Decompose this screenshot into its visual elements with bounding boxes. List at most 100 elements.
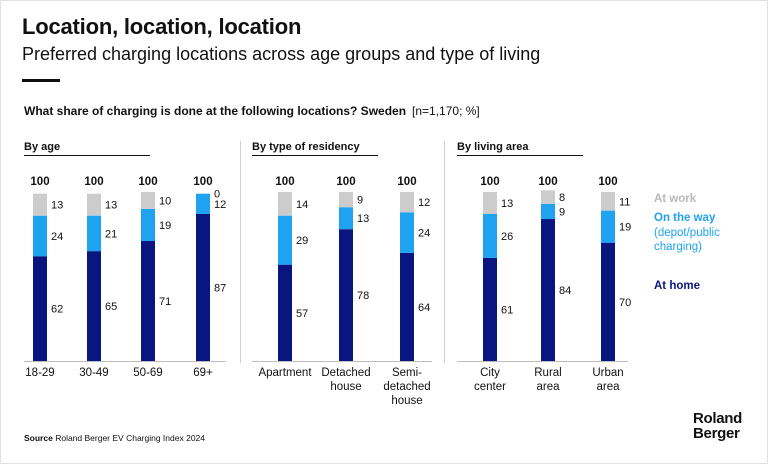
category-label-rural-area-1: Rural <box>534 367 561 379</box>
value-label-at-work-50-69: 10 <box>159 195 171 207</box>
question-note: [n=1,170; %] <box>412 104 480 118</box>
bar-segment-at-work-50-69 <box>141 192 155 209</box>
value-label-at-home-30-49: 65 <box>105 301 117 313</box>
legend-on-the-way: On the way <box>654 212 716 224</box>
legend-on-the-way-sub2: charging) <box>654 241 702 253</box>
bar-segment-at-work-apartment <box>278 192 292 216</box>
panel-underline-residency <box>252 155 378 156</box>
bar-segment-at-home-urban-area <box>601 242 615 361</box>
value-label-at-home-50-69: 71 <box>159 296 171 308</box>
total-label-50-69: 100 <box>138 176 157 188</box>
value-label-on-the-way-18-29: 24 <box>51 231 63 243</box>
bar-segment-at-home-50-69 <box>141 241 155 361</box>
value-label-on-the-way-detached-house: 13 <box>357 213 369 225</box>
source-text: Roland Berger EV Charging Index 2024 <box>55 433 205 443</box>
value-label-at-work-detached-house: 9 <box>357 195 363 207</box>
bar-segment-on-the-way-urban-area <box>601 210 615 243</box>
bar-segment-at-home-semi-detached-house <box>400 252 414 361</box>
value-label-at-work-69: 0 <box>214 189 220 201</box>
total-label-urban-area: 100 <box>598 176 617 188</box>
total-label-rural-area: 100 <box>538 176 557 188</box>
value-label-at-home-69: 87 <box>214 282 226 294</box>
bar-segment-on-the-way-apartment <box>278 215 292 265</box>
bar-segment-at-work-rural-area <box>541 190 555 204</box>
source-label: Source <box>24 433 53 443</box>
value-label-on-the-way-rural-area: 9 <box>559 206 565 218</box>
bar-segment-on-the-way-18-29 <box>33 215 47 257</box>
bar-segment-at-home-detached-house <box>339 229 353 361</box>
category-label-apartment-1: Apartment <box>258 367 312 379</box>
total-label-detached-house: 100 <box>336 176 355 188</box>
value-label-at-home-detached-house: 78 <box>357 290 369 302</box>
bar-segment-on-the-way-detached-house <box>339 207 353 230</box>
total-label-city-center: 100 <box>480 176 499 188</box>
panel-underline-living-area <box>457 155 583 156</box>
bar-segment-at-home-rural-area <box>541 219 555 361</box>
source-note: Source Roland Berger EV Charging Index 2… <box>24 433 205 443</box>
value-label-on-the-way-apartment: 29 <box>296 235 308 247</box>
legend-at-work: At work <box>654 193 697 205</box>
bar-segment-at-work-city-center <box>483 192 497 214</box>
category-label-city-center-2: center <box>474 381 506 393</box>
value-label-at-work-rural-area: 8 <box>559 192 565 204</box>
logo-line-1: Roland <box>693 410 743 427</box>
bar-segment-at-work-urban-area <box>601 192 615 211</box>
legend-at-home: At home <box>654 280 700 292</box>
value-label-at-home-urban-area: 70 <box>619 297 631 309</box>
category-label-50-69-1: 50-69 <box>133 367 162 379</box>
roland-berger-logo: Roland Berger <box>693 411 742 441</box>
total-label-18-29: 100 <box>30 176 49 188</box>
bar-segment-at-home-18-29 <box>33 256 47 361</box>
bar-segment-on-the-way-semi-detached-house <box>400 212 414 253</box>
category-label-rural-area-2: area <box>536 381 560 393</box>
category-label-semi-detached-house-1: Semi- <box>392 367 422 379</box>
value-label-on-the-way-city-center: 26 <box>501 231 513 243</box>
value-label-on-the-way-semi-detached-house: 24 <box>418 228 430 240</box>
category-label-69-1: 69+ <box>193 367 213 379</box>
category-label-18-29-1: 18-29 <box>25 367 54 379</box>
logo-line-2: Berger <box>693 425 740 442</box>
panel-title-age: By age <box>24 141 61 153</box>
bar-segment-at-work-18-29 <box>33 193 47 216</box>
bar-segment-on-the-way-city-center <box>483 213 497 258</box>
panel-divider-1 <box>240 141 241 363</box>
bar-segment-on-the-way-50-69 <box>141 208 155 242</box>
value-label-on-the-way-50-69: 19 <box>159 220 171 232</box>
value-label-at-work-apartment: 14 <box>296 199 308 211</box>
bar-segment-at-home-apartment <box>278 264 292 361</box>
category-label-urban-area-2: area <box>596 381 620 393</box>
bar-segment-on-the-way-69 <box>196 193 210 214</box>
total-label-semi-detached-house: 100 <box>397 176 416 188</box>
panel-divider-2 <box>444 141 445 363</box>
category-label-urban-area-1: Urban <box>592 367 623 379</box>
value-label-on-the-way-urban-area: 19 <box>619 222 631 234</box>
value-label-at-work-18-29: 13 <box>51 200 63 212</box>
bar-segment-on-the-way-rural-area <box>541 203 555 220</box>
title-rule <box>22 79 60 82</box>
legend-on-the-way-sub1: (depot/public <box>654 227 720 239</box>
value-label-at-work-city-center: 13 <box>501 198 513 210</box>
value-label-at-work-semi-detached-house: 12 <box>418 197 430 209</box>
value-label-on-the-way-69: 12 <box>214 199 226 211</box>
category-label-30-49-1: 30-49 <box>79 367 108 379</box>
survey-question: What share of charging is done at the fo… <box>24 104 480 118</box>
chart-title: Location, location, location <box>22 14 302 39</box>
total-label-69: 100 <box>193 176 212 188</box>
total-label-apartment: 100 <box>275 176 294 188</box>
category-label-detached-house-2: house <box>330 381 361 393</box>
total-label-30-49: 100 <box>84 176 103 188</box>
bar-segment-at-home-city-center <box>483 257 497 361</box>
value-label-at-work-30-49: 13 <box>105 200 117 212</box>
chart-subtitle: Preferred charging locations across age … <box>22 44 541 64</box>
panel-title-living-area: By living area <box>457 141 529 153</box>
value-label-at-home-rural-area: 84 <box>559 285 571 297</box>
value-label-on-the-way-30-49: 21 <box>105 228 117 240</box>
bar-segment-at-work-30-49 <box>87 193 101 216</box>
value-label-at-work-urban-area: 11 <box>619 196 630 208</box>
panel-underline-age <box>24 155 150 156</box>
value-label-at-home-18-29: 62 <box>51 304 63 316</box>
value-label-at-home-city-center: 61 <box>501 304 513 316</box>
value-label-at-home-apartment: 57 <box>296 308 308 320</box>
bar-segment-at-home-69 <box>196 213 210 361</box>
